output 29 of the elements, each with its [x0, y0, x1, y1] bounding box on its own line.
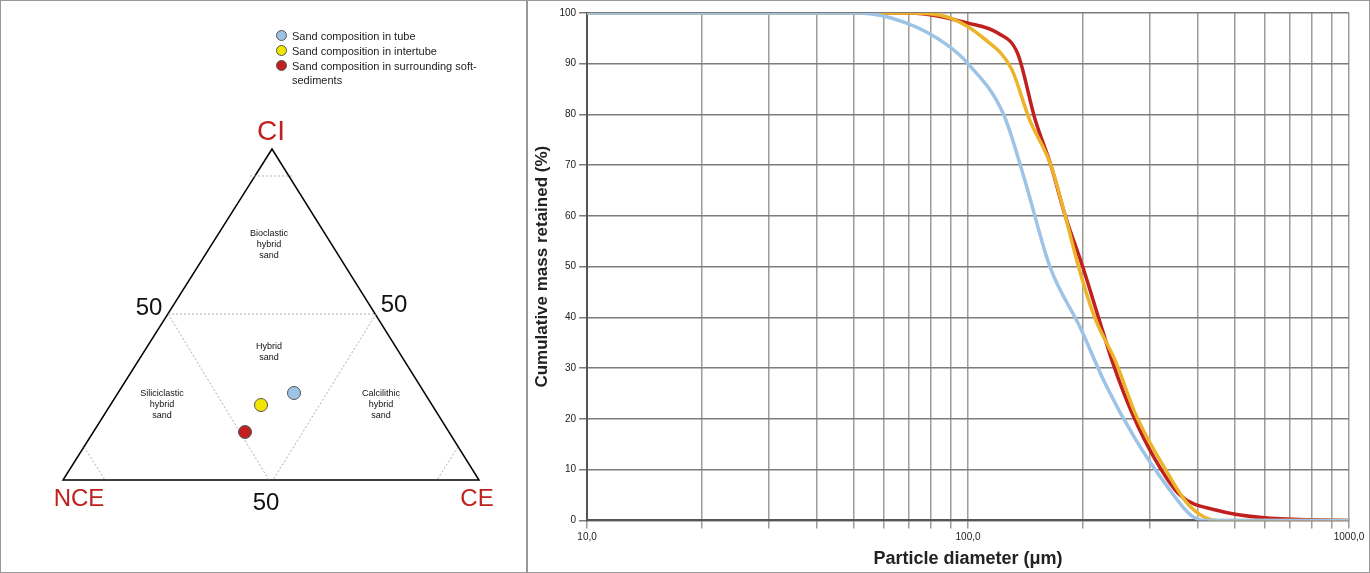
- legend-label: Sand composition in intertube: [292, 44, 437, 58]
- x-axis-title: Particle diameter (μm): [873, 548, 1063, 569]
- legend-label: Sand composition in tube: [292, 29, 416, 43]
- text: Hybrid sand: [255, 341, 283, 363]
- text: 50: [379, 289, 409, 319]
- y-tick-label: 50: [564, 260, 577, 272]
- text: 50: [251, 487, 281, 517]
- y-tick-label: 30: [564, 361, 577, 373]
- y-tick-label: 80: [564, 108, 577, 120]
- y-tick-label: 40: [564, 311, 577, 323]
- x-tick-label: 10,0: [577, 531, 598, 543]
- legend-label: Sand composition in surrounding soft-sediments: [292, 59, 478, 87]
- text: CE: [459, 483, 495, 513]
- text: CI: [256, 114, 286, 148]
- text: Siliciclastic hybrid sand: [139, 388, 185, 421]
- x-tick-label: 100,0: [955, 531, 981, 543]
- text: NCE: [52, 483, 106, 513]
- text: 50: [134, 292, 164, 322]
- text: Bioclastic hybrid sand: [249, 228, 289, 261]
- y-tick-label: 10: [564, 463, 577, 475]
- y-tick-label: 70: [564, 158, 577, 170]
- y-tick-label: 90: [564, 57, 577, 69]
- text: Calcilithic hybrid sand: [361, 388, 401, 421]
- y-tick-label: 0: [570, 514, 577, 526]
- y-tick-label: 20: [564, 412, 577, 424]
- y-tick-label: 100: [559, 6, 577, 18]
- y-axis-title: Cumulative mass retained (%): [531, 145, 551, 388]
- y-tick-label: 60: [564, 209, 577, 221]
- x-tick-label: 1000,0: [1333, 531, 1365, 543]
